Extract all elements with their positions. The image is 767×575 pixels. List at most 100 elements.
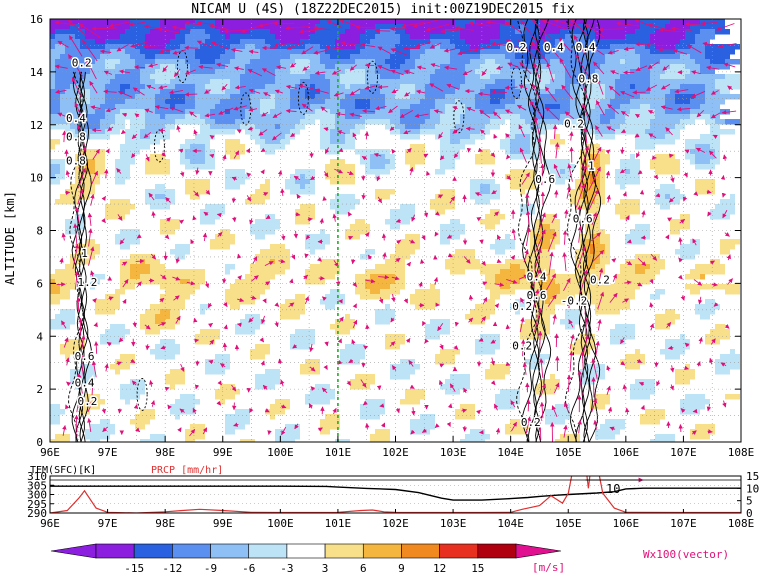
wind-vector <box>333 92 344 97</box>
surface-x-tick-label: 97E <box>98 517 118 530</box>
shade-cell <box>625 234 650 240</box>
shade-cell <box>545 54 605 60</box>
wind-vector <box>274 321 279 328</box>
shade-cell <box>530 364 540 370</box>
shade-cell <box>320 44 335 50</box>
shade-cell <box>140 324 175 330</box>
shade-cell <box>375 64 390 70</box>
shade-cell <box>505 94 520 100</box>
shade-cell <box>245 274 275 280</box>
wind-vector <box>360 379 367 388</box>
w-contour-ring <box>136 377 148 411</box>
shade-cell <box>320 19 350 25</box>
wind-vector <box>231 384 237 392</box>
contour-label: 0.2 <box>512 300 532 313</box>
shade-cell <box>540 124 555 130</box>
shade-cell <box>370 159 390 165</box>
shade-cell <box>85 164 95 170</box>
shade-cell <box>570 94 580 100</box>
wind-vector <box>122 279 129 288</box>
shade-cell <box>330 89 360 95</box>
y-axis-label: ALTITUDE [km] <box>3 191 17 285</box>
shade-cell <box>530 239 535 245</box>
shade-cell <box>175 414 180 420</box>
shade-cell <box>125 129 140 135</box>
shade-cell <box>500 24 520 30</box>
wind-vector <box>480 129 486 135</box>
shade-cell <box>670 89 705 95</box>
wind-vector <box>619 168 627 174</box>
shade-cell <box>275 99 290 105</box>
shade-cell <box>490 364 510 370</box>
shade-cell <box>695 189 715 195</box>
wind-vector <box>720 175 726 180</box>
shade-cell <box>585 244 590 250</box>
shade-cell <box>165 194 175 200</box>
shade-cell <box>590 44 610 50</box>
wind-vector <box>724 324 730 329</box>
shade-cell <box>555 39 590 45</box>
shade-cell <box>530 134 540 140</box>
shade-cell <box>630 84 635 90</box>
wind-vector <box>505 133 511 139</box>
wind-vector <box>302 66 310 71</box>
shade-cell <box>595 129 615 135</box>
shade-cell <box>365 269 405 275</box>
wind-vector <box>324 341 329 347</box>
wind-vector <box>148 192 155 201</box>
shade-cell <box>510 304 525 310</box>
shade-cell <box>250 269 285 275</box>
shade-cell <box>405 394 425 400</box>
shade-cell <box>465 74 480 80</box>
wind-vector <box>184 69 196 75</box>
shade-cell <box>645 409 665 415</box>
shade-cell <box>225 184 240 190</box>
shade-cell <box>85 159 95 165</box>
shade-cell <box>215 394 235 400</box>
shade-cell <box>415 304 435 310</box>
shade-cell <box>570 194 580 200</box>
shade-cell <box>360 49 395 55</box>
shade-cell <box>430 34 460 40</box>
shade-cell <box>580 189 600 195</box>
shade-cell <box>185 94 195 100</box>
shade-cell <box>595 244 605 250</box>
shade-cell <box>480 219 500 225</box>
shade-cell <box>600 179 605 185</box>
shade-cell <box>155 314 170 320</box>
wind-vector <box>68 54 83 77</box>
shade-cell <box>330 179 355 185</box>
shade-cell <box>585 144 600 150</box>
wind-vector <box>468 317 474 323</box>
shade-cell <box>595 174 600 180</box>
shade-cell <box>585 364 605 370</box>
colorbar-label: -6 <box>242 562 255 575</box>
shade-cell <box>80 79 110 85</box>
shade-cell <box>300 174 305 180</box>
wind-vector <box>529 100 544 118</box>
shade-cell <box>615 204 640 210</box>
shade-cell <box>390 159 395 165</box>
wind-vector <box>264 260 274 267</box>
wind-vector <box>537 416 543 441</box>
wind-vector <box>148 63 158 68</box>
shade-cell <box>60 54 100 60</box>
wind-vector <box>87 418 92 432</box>
shade-cell <box>610 329 635 335</box>
wind-vector <box>364 232 370 238</box>
shade-cell <box>655 314 680 320</box>
shade-cell <box>55 44 65 50</box>
shade-cell <box>75 129 105 135</box>
wind-vector <box>553 382 560 394</box>
prcp-tick-label: 15 <box>746 470 759 483</box>
shade-cell <box>680 254 695 260</box>
shade-cell <box>635 269 645 275</box>
wind-vector <box>494 303 500 309</box>
colorbar-arrow-low <box>50 543 97 559</box>
shade-cell <box>320 229 325 235</box>
shade-cell <box>700 104 720 110</box>
shade-cell <box>700 19 725 25</box>
wind-vector <box>278 258 286 264</box>
wind-vector <box>416 89 426 95</box>
shade-cell <box>130 124 145 130</box>
